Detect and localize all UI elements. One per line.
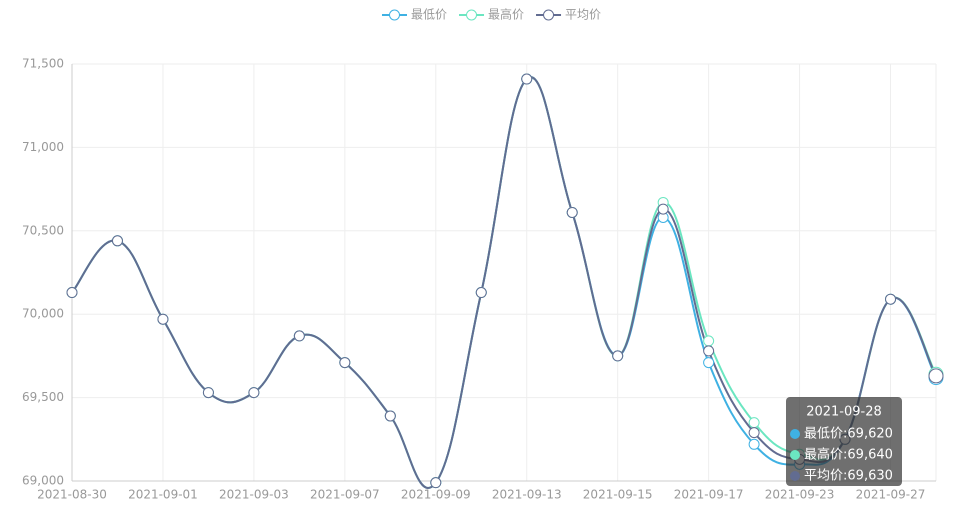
point-marker bbox=[566, 206, 578, 218]
tooltip-name: 最高价 bbox=[804, 447, 843, 463]
x-tick-label: 2021-09-07 bbox=[310, 488, 380, 502]
y-tick-label: 70,500 bbox=[22, 223, 64, 237]
x-tick-label: 2021-09-17 bbox=[674, 488, 744, 502]
x-tick-label: 2021-09-13 bbox=[492, 488, 562, 502]
point-marker bbox=[748, 427, 760, 439]
tooltip-value: 69,620 bbox=[847, 427, 893, 442]
tooltip-name: 平均价 bbox=[804, 469, 843, 484]
point-marker bbox=[521, 73, 533, 85]
legend-marker bbox=[466, 9, 478, 21]
legend-marker bbox=[543, 9, 555, 21]
y-tick-label: 71,000 bbox=[22, 140, 64, 154]
x-tick-label: 2021-09-09 bbox=[401, 488, 471, 502]
tooltip-sep: : bbox=[843, 469, 847, 484]
legend-marker bbox=[389, 9, 400, 21]
point-marker bbox=[703, 335, 715, 347]
tooltip-title: 2021-09-28 bbox=[806, 405, 882, 420]
tooltip: 2021-09-28 最低价: 69,620 最高价: 69,640 平均价: 69,… bbox=[786, 397, 902, 486]
point-marker bbox=[111, 235, 123, 247]
point-marker bbox=[66, 287, 78, 299]
tooltip-dot bbox=[790, 450, 800, 460]
point-marker bbox=[339, 357, 351, 369]
legend-label: 平均价 bbox=[565, 8, 601, 22]
tooltip-sep: : bbox=[843, 427, 847, 442]
point-marker bbox=[748, 417, 760, 429]
point-marker bbox=[657, 203, 669, 215]
point-marker bbox=[157, 313, 169, 325]
point-marker bbox=[202, 387, 214, 399]
x-tick-label: 2021-08-30 bbox=[37, 488, 107, 502]
tooltip-sep: : bbox=[843, 448, 847, 463]
y-tick-label: 69,000 bbox=[22, 474, 64, 488]
y-tick-label: 69,500 bbox=[22, 390, 64, 404]
legend-label: 最低价 bbox=[411, 8, 447, 22]
y-tick-label: 70,000 bbox=[22, 307, 64, 321]
point-marker bbox=[748, 438, 760, 450]
x-tick-label: 2021-09-15 bbox=[583, 488, 653, 502]
tooltip-value: 69,630 bbox=[847, 469, 893, 484]
legend: 最低价 最高价 平均价 bbox=[382, 7, 601, 22]
tooltip-box bbox=[786, 397, 902, 486]
x-tick-label: 2021-09-03 bbox=[219, 488, 289, 502]
point-marker bbox=[475, 287, 487, 299]
legend-label: 最高价 bbox=[488, 7, 524, 22]
point-marker bbox=[384, 410, 396, 422]
x-tick-label: 2021-09-23 bbox=[765, 488, 835, 502]
point-marker bbox=[430, 477, 442, 489]
point-marker bbox=[703, 345, 715, 357]
tooltip-dot bbox=[790, 429, 800, 439]
x-tick-label: 2021-09-27 bbox=[856, 488, 926, 502]
point-marker bbox=[248, 387, 260, 399]
x-tick-label: 2021-09-01 bbox=[128, 488, 198, 502]
point-marker bbox=[703, 357, 715, 369]
point-marker bbox=[612, 350, 624, 362]
tooltip-value: 69,640 bbox=[847, 448, 893, 463]
tooltip-name: 最低价 bbox=[804, 427, 843, 442]
tooltip-dot bbox=[790, 471, 800, 481]
y-tick-label: 71,500 bbox=[22, 57, 64, 71]
point-marker bbox=[293, 330, 305, 342]
point-marker bbox=[928, 368, 944, 384]
point-marker bbox=[885, 293, 897, 305]
